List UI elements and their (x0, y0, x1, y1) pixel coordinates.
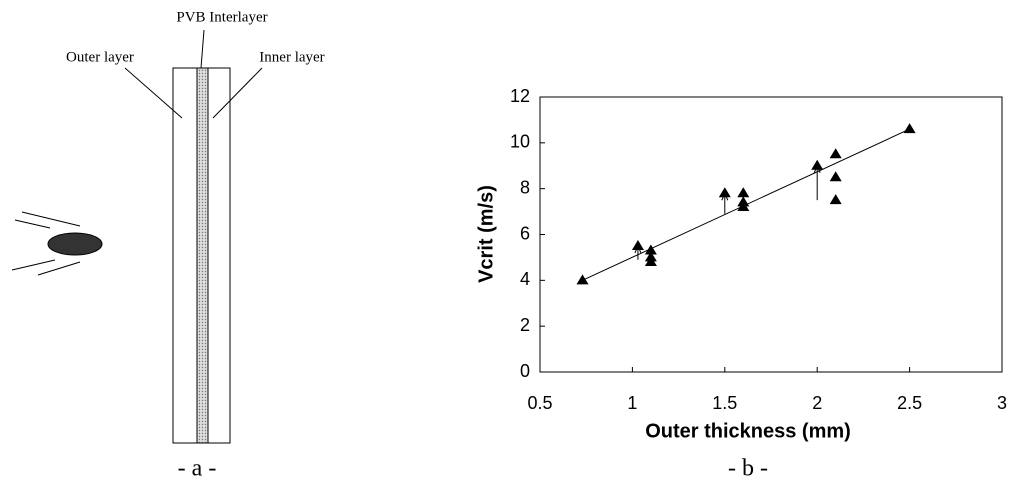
y-tick-label: 10 (510, 132, 530, 152)
y-axis-label: Vcrit (m/s) (475, 185, 497, 283)
point (903, 123, 916, 134)
point (631, 239, 644, 250)
y-tick-label: 0 (520, 361, 530, 381)
y-tick-label: 4 (520, 269, 530, 289)
point (718, 187, 731, 198)
x-tick-label: 3 (997, 393, 1007, 413)
point (737, 201, 750, 211)
leader (124, 67, 183, 119)
x-axis-label: Outer thickness (mm) (645, 420, 851, 442)
point (644, 256, 657, 266)
point (737, 187, 750, 198)
leader (212, 67, 263, 119)
y-tick-label: 12 (510, 86, 530, 106)
speed-line (11, 259, 56, 271)
caption: - a - (178, 456, 217, 482)
y-tick-label: 6 (520, 223, 530, 243)
x-tick-label: 0.5 (527, 393, 552, 413)
x-tick-label: 2.5 (897, 393, 922, 413)
x-tick-label: 2 (812, 393, 822, 413)
speed-line (14, 219, 51, 229)
label: PVB Interlayer (176, 9, 267, 25)
plot-frame (539, 96, 1003, 373)
point (811, 159, 824, 170)
label: Outer layer (66, 49, 134, 65)
x-tick-label: 1 (627, 393, 637, 413)
point (644, 244, 657, 255)
diagram-a (11, 29, 263, 444)
point (829, 194, 842, 205)
label: Inner layer (259, 49, 324, 65)
speed-line (21, 211, 81, 227)
leader (200, 29, 205, 69)
y-tick-label: 2 (520, 315, 530, 335)
point (576, 274, 589, 285)
caption: - b - (728, 456, 768, 482)
point (829, 171, 842, 182)
x-tick-label: 1.5 (712, 393, 737, 413)
arrow (813, 164, 821, 201)
point (829, 148, 842, 159)
pvb-layer (196, 67, 209, 444)
y-tick-label: 8 (520, 177, 530, 197)
speed-line (37, 261, 81, 276)
projectile (47, 232, 103, 256)
